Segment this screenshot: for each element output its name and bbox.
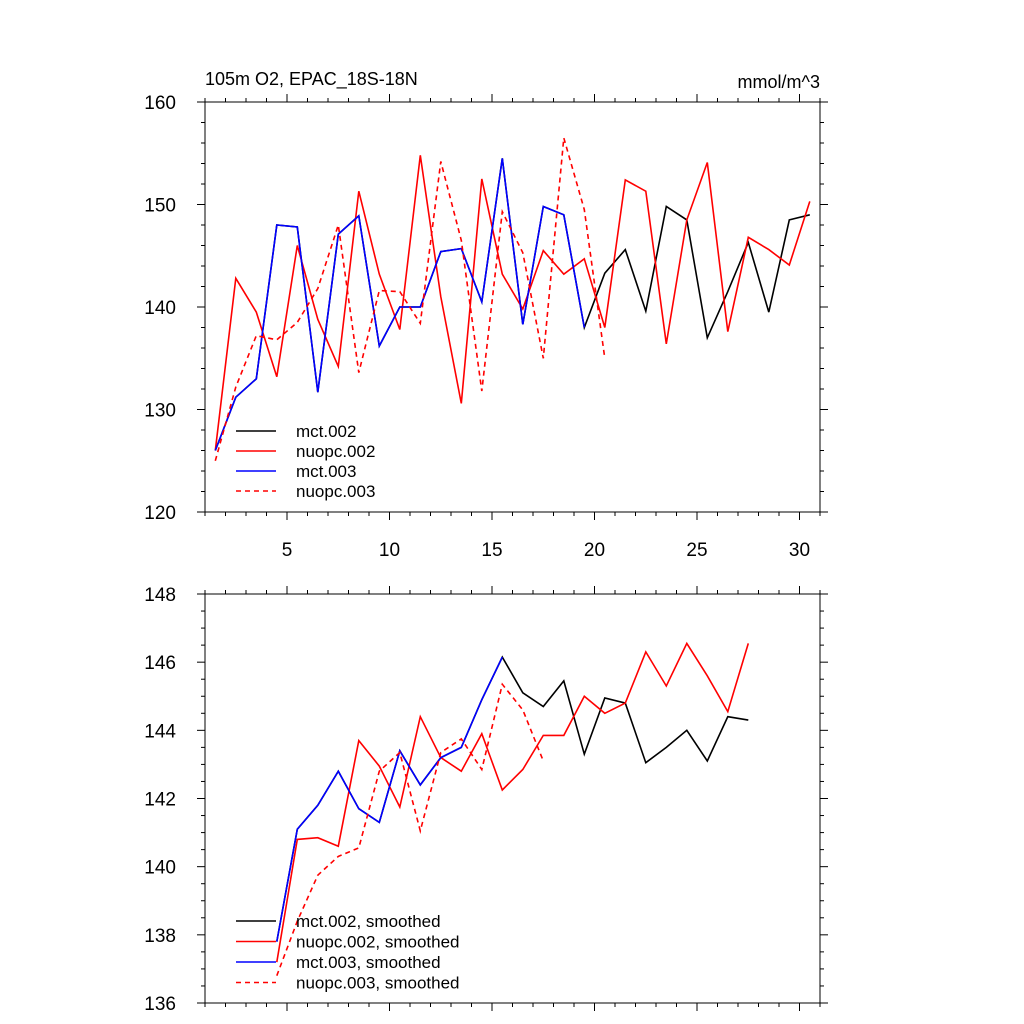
series-line-mct-003 — [214, 158, 586, 451]
x-tick-label: 5 — [282, 540, 293, 561]
legend-label: mct.002, smoothed — [296, 912, 441, 931]
units-label: mmol/m^3 — [738, 72, 820, 92]
y-tick-label: 150 — [144, 196, 176, 217]
y-tick-label: 120 — [144, 503, 176, 524]
legend-label: nuopc.002, smoothed — [296, 933, 460, 952]
legend-label: mct.003 — [296, 462, 356, 481]
legend-label: nuopc.003, smoothed — [296, 974, 460, 993]
series-line-nuopc-003-smoothed — [276, 682, 545, 976]
y-tick-label: 140 — [144, 858, 176, 879]
y-tick-label: 142 — [144, 790, 176, 811]
series-line-nuopc-002 — [214, 155, 811, 451]
y-tick-label: 130 — [144, 401, 176, 422]
x-tick-label: 15 — [481, 540, 502, 561]
legend-label: mct.003, smoothed — [296, 953, 441, 972]
series-line-mct-003-smoothed — [276, 656, 504, 942]
y-tick-label: 136 — [144, 994, 176, 1015]
y-tick-label: 160 — [144, 93, 176, 114]
y-tick-label: 144 — [144, 721, 176, 742]
x-tick-label: 20 — [584, 540, 605, 561]
y-tick-label: 138 — [144, 926, 176, 947]
y-tick-label: 140 — [144, 298, 176, 319]
y-tick-label: 148 — [144, 585, 176, 606]
series-line-nuopc-002-smoothed — [276, 641, 750, 963]
legend-label: nuopc.003 — [296, 482, 375, 501]
x-tick-label: 10 — [379, 540, 400, 561]
x-tick-label: 25 — [686, 540, 707, 561]
legend-label: mct.002 — [296, 422, 356, 441]
series-line-nuopc-003 — [214, 137, 606, 462]
y-tick-label: 146 — [144, 653, 176, 674]
legend-label: nuopc.002 — [296, 442, 375, 461]
chart-title: 105m O2, EPAC_18S-18N — [205, 69, 418, 90]
series-line-mct-002 — [214, 158, 810, 451]
x-tick-label: 30 — [789, 540, 810, 561]
upper-panel: 5 10 15 20 25 30 120 130 140 150 160 105m O2, EPAC_… — [144, 69, 828, 561]
lower-panel: 136 138 140 142 144 146 148 mct.002, smoothed nu… — [144, 585, 828, 1015]
